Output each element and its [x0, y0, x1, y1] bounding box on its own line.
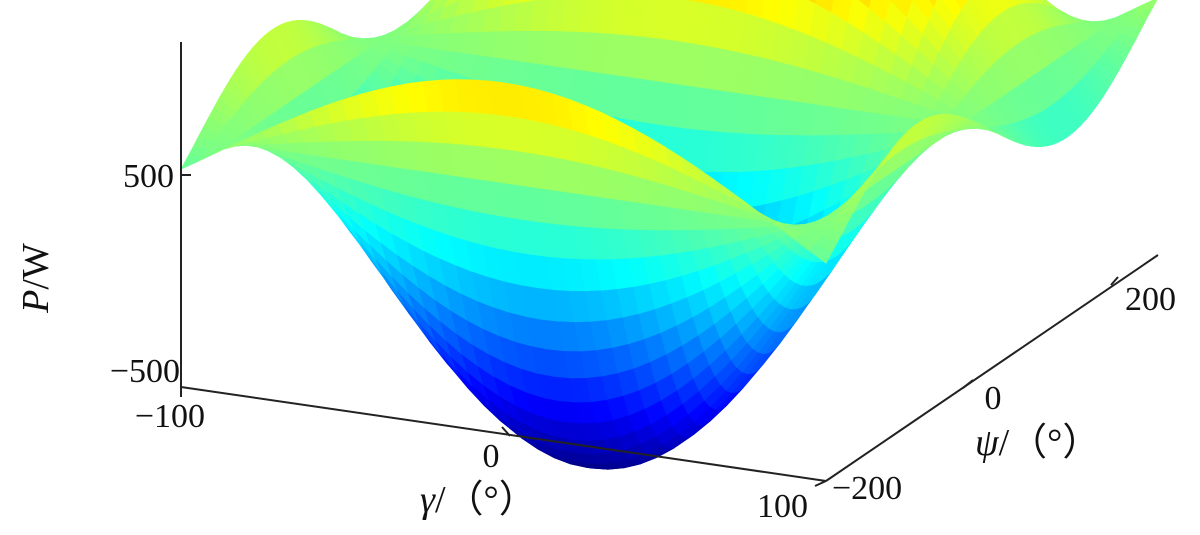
axis-labels: 500 −500 −100 0 100 −200 0 200 P/W γ/（°）…: [15, 158, 1176, 525]
y-axis-line: [825, 254, 1159, 482]
axes: [180, 42, 1159, 487]
x-axis-label: γ/（°）: [420, 479, 537, 521]
z-axis-var: P: [15, 290, 57, 314]
x-tick-label: −100: [135, 398, 205, 435]
y-axis-var: ψ: [975, 422, 1000, 464]
y-axis-label: ψ/（°）: [975, 422, 1100, 464]
y-tick-label: −200: [832, 470, 902, 507]
y-tick-label: 200: [1125, 281, 1176, 318]
x-tick-mark: [501, 426, 511, 437]
y-tick-mark: [962, 379, 974, 389]
z-tick-label: 500: [123, 158, 174, 195]
surface-patch: [809, 243, 832, 264]
y-axis-unit: /（°）: [999, 422, 1101, 464]
surface-plot: [180, 0, 1158, 470]
x-tick-mark: [814, 480, 827, 487]
z-tick-label: −500: [110, 353, 180, 390]
x-axis-var: γ: [420, 479, 436, 521]
x-tick-label: 100: [757, 488, 808, 525]
y-tick-label: 0: [985, 380, 1002, 417]
x-axis-unit: /（°）: [435, 479, 537, 521]
x-axis-line: [180, 386, 827, 482]
x-tick-label: 0: [483, 438, 500, 475]
y-tick-mark: [1110, 276, 1119, 286]
z-axis-label: P/W: [15, 243, 57, 314]
z-axis-unit: /W: [15, 243, 57, 290]
